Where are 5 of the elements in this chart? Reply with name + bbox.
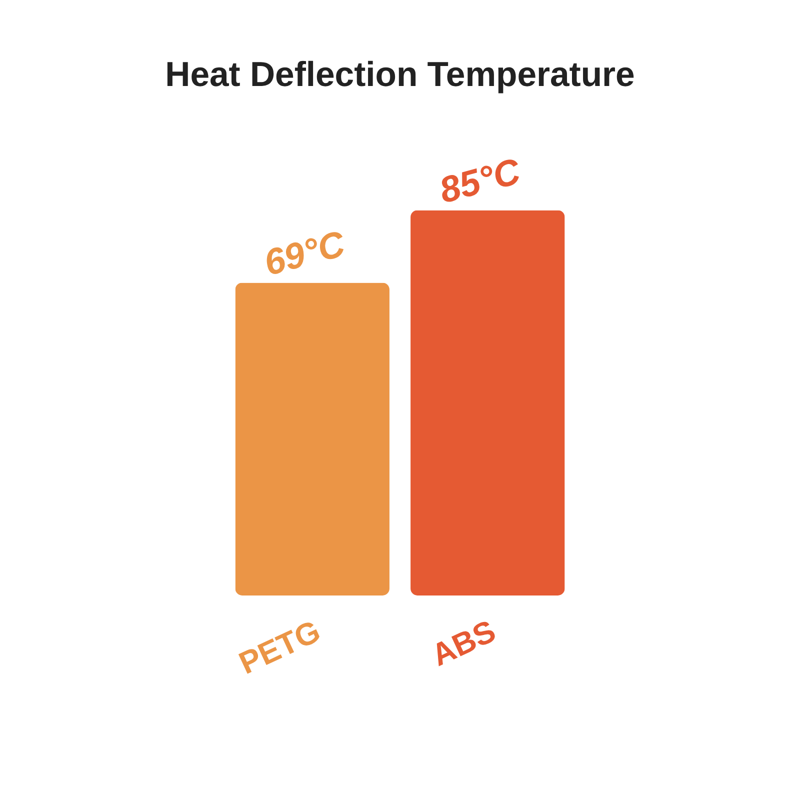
data-label: 69°C [260, 222, 350, 284]
x-tick-label: ABS [426, 613, 501, 673]
x-tick-label: PETG [234, 613, 326, 682]
data-label: 85°C [435, 150, 525, 211]
chart-title: Heat Deflection Temperature [165, 56, 635, 94]
